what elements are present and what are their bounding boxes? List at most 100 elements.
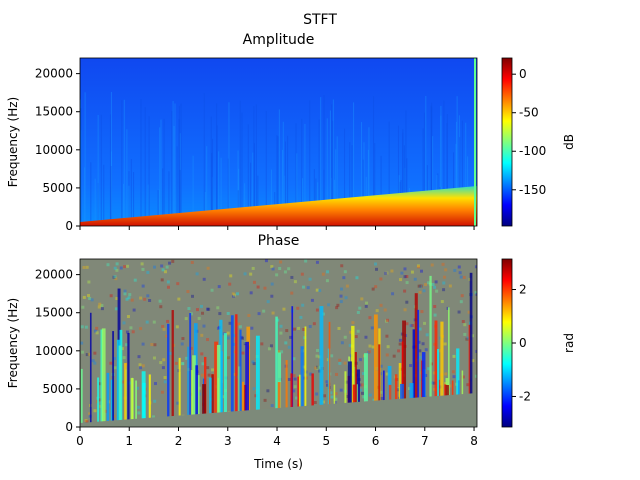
texture	[311, 373, 314, 427]
texture	[227, 158, 229, 226]
texture	[385, 271, 389, 275]
texture	[220, 157, 222, 226]
texture	[160, 278, 164, 282]
texture	[123, 292, 127, 296]
texture	[418, 285, 422, 289]
texture	[94, 178, 96, 226]
texture	[126, 315, 130, 319]
texture	[252, 280, 256, 284]
texture	[315, 354, 319, 358]
texture	[452, 354, 456, 358]
texture	[385, 334, 389, 338]
texture	[423, 321, 427, 325]
texture	[326, 270, 330, 274]
texture	[299, 315, 303, 319]
texture	[106, 263, 110, 267]
texture	[317, 365, 321, 369]
texture	[159, 361, 163, 365]
texture	[267, 347, 271, 351]
texture	[190, 260, 194, 264]
texture	[309, 100, 311, 226]
texture	[168, 261, 172, 265]
texture	[152, 356, 156, 360]
texture	[433, 313, 437, 317]
texture	[162, 327, 166, 331]
texture	[133, 278, 137, 282]
texture	[321, 312, 325, 316]
texture	[313, 401, 317, 405]
texture	[163, 270, 167, 274]
texture	[130, 159, 132, 226]
texture	[340, 341, 344, 345]
texture	[218, 151, 220, 226]
texture	[226, 331, 230, 335]
texture	[343, 361, 347, 365]
texture	[202, 384, 206, 427]
colorbar-tick-label: 0	[519, 67, 527, 81]
texture	[424, 373, 428, 377]
texture	[253, 143, 255, 226]
texture	[285, 360, 288, 427]
texture	[163, 376, 167, 380]
texture	[296, 153, 298, 226]
texture	[420, 269, 424, 273]
texture	[379, 390, 383, 394]
texture	[247, 124, 249, 226]
texture	[212, 138, 214, 226]
texture	[228, 321, 232, 325]
texture	[405, 300, 409, 304]
texture	[368, 350, 372, 354]
texture	[93, 351, 97, 355]
texture	[429, 275, 432, 427]
texture	[349, 330, 353, 334]
texture	[187, 307, 191, 311]
texture	[90, 162, 92, 226]
texture	[378, 344, 381, 427]
texture	[354, 352, 357, 427]
texture	[405, 281, 409, 285]
texture	[250, 326, 254, 330]
texture	[297, 326, 301, 330]
y-tick-label: 20000	[35, 67, 73, 81]
texture	[226, 336, 230, 340]
texture	[363, 142, 365, 226]
y-tick-label: 15000	[35, 306, 73, 320]
texture	[331, 104, 333, 226]
texture	[84, 419, 88, 423]
texture	[455, 143, 457, 226]
texture	[115, 262, 119, 266]
texture	[384, 271, 388, 275]
texture	[361, 122, 363, 226]
texture	[263, 398, 267, 402]
suptitle: STFT	[303, 12, 337, 28]
texture	[95, 331, 99, 335]
texture	[316, 348, 320, 352]
y-axis-label: Frequency (Hz)	[6, 97, 20, 188]
texture	[446, 114, 448, 226]
texture	[132, 308, 136, 312]
texture	[256, 285, 260, 289]
texture	[131, 377, 133, 427]
texture	[433, 305, 437, 309]
texture	[157, 190, 159, 226]
texture	[365, 301, 369, 305]
texture	[200, 352, 204, 356]
texture	[252, 387, 256, 391]
texture	[315, 260, 319, 264]
texture	[310, 298, 314, 302]
texture	[130, 298, 134, 302]
texture	[405, 274, 409, 278]
texture	[475, 292, 477, 296]
texture	[313, 169, 315, 226]
texture	[373, 96, 375, 226]
texture	[171, 310, 174, 427]
texture	[321, 400, 325, 404]
texture	[192, 155, 194, 226]
texture	[402, 320, 407, 427]
texture	[336, 136, 338, 226]
texture	[355, 276, 359, 280]
texture	[228, 102, 230, 226]
texture	[308, 325, 312, 329]
texture	[353, 102, 355, 226]
texture	[271, 267, 275, 271]
